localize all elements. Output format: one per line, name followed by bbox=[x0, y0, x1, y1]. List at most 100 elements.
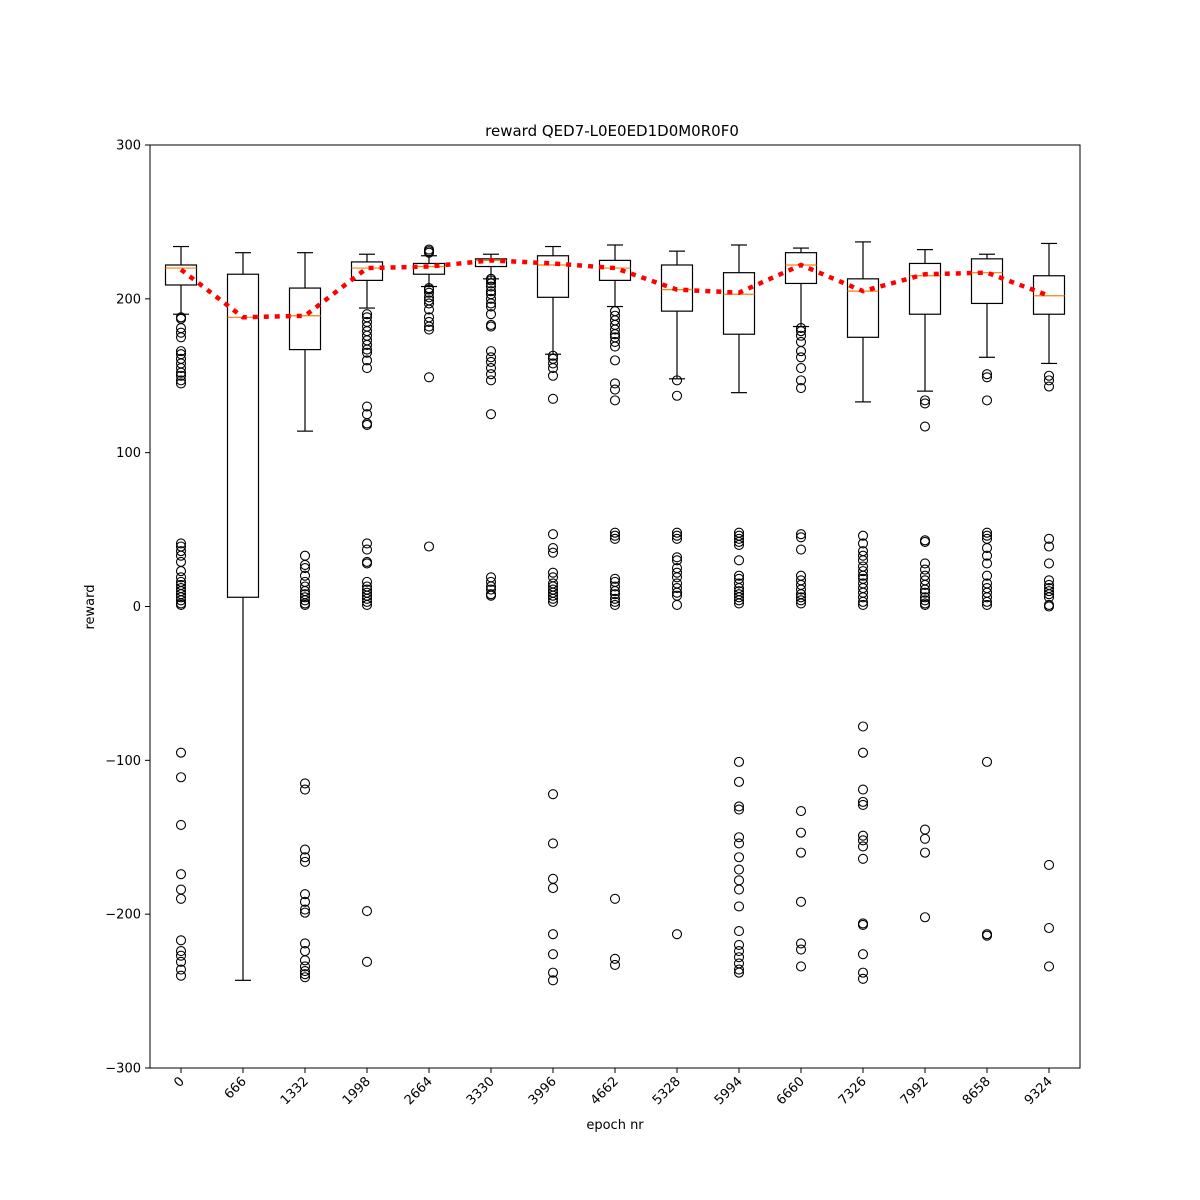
outlier-point bbox=[175, 884, 187, 895]
outlier-point bbox=[1043, 575, 1055, 586]
outlier-point bbox=[795, 330, 807, 341]
outlier-point bbox=[733, 804, 745, 815]
outlier-point bbox=[175, 893, 187, 904]
outlier-point bbox=[795, 336, 807, 347]
x-tick-label: 2664 bbox=[402, 1074, 436, 1108]
outlier-point bbox=[609, 589, 621, 600]
outlier-point bbox=[671, 582, 683, 594]
outlier-point bbox=[175, 572, 187, 583]
outlier-point bbox=[795, 529, 807, 540]
x-tick-label: 0 bbox=[171, 1074, 187, 1090]
mean-line bbox=[179, 258, 1050, 320]
outlier-point bbox=[361, 538, 373, 549]
outlier-point bbox=[299, 907, 311, 918]
outlier-point bbox=[609, 599, 621, 611]
plot-area bbox=[164, 241, 1066, 986]
outlier-point bbox=[361, 339, 373, 351]
box bbox=[350, 261, 384, 281]
box bbox=[1032, 275, 1066, 315]
outlier-point bbox=[299, 599, 311, 611]
box-group bbox=[412, 244, 446, 552]
outlier-point bbox=[733, 926, 745, 937]
outlier-point bbox=[547, 590, 559, 601]
x-tick-label: 9324 bbox=[1022, 1074, 1056, 1108]
outlier-point bbox=[175, 935, 187, 946]
outlier-point bbox=[981, 756, 993, 767]
outlier-point bbox=[547, 547, 559, 558]
outlier-point bbox=[547, 789, 559, 800]
outlier-point bbox=[175, 956, 187, 967]
outlier-point bbox=[361, 544, 373, 555]
outlier-point bbox=[919, 584, 931, 595]
outlier-point bbox=[361, 401, 373, 412]
box-group bbox=[226, 252, 260, 981]
outlier-point bbox=[857, 835, 869, 846]
outlier-point bbox=[361, 576, 373, 587]
box bbox=[660, 264, 694, 312]
x-tick-label: 4662 bbox=[588, 1074, 622, 1108]
outlier-point bbox=[1043, 586, 1055, 597]
outlier-point bbox=[857, 949, 869, 960]
box-group bbox=[784, 247, 818, 972]
x-tick-label: 3996 bbox=[526, 1074, 560, 1108]
outlier-point bbox=[733, 592, 745, 603]
outlier-point bbox=[299, 778, 311, 789]
box-group bbox=[846, 241, 880, 984]
outlier-point bbox=[671, 572, 683, 583]
outlier-point bbox=[981, 930, 993, 941]
box bbox=[908, 262, 942, 315]
outlier-point bbox=[423, 321, 435, 332]
outlier-point bbox=[299, 938, 311, 949]
outlier-point bbox=[485, 278, 497, 289]
y-axis-label: reward bbox=[83, 584, 98, 629]
outlier-point bbox=[733, 555, 745, 566]
y-tick-label: −300 bbox=[105, 1062, 141, 1077]
x-tick-label: 7326 bbox=[836, 1074, 870, 1108]
outlier-point bbox=[299, 784, 311, 795]
outlier-point bbox=[671, 375, 683, 386]
outlier-point bbox=[795, 961, 807, 972]
outlier-point bbox=[485, 281, 497, 292]
outlier-point bbox=[795, 584, 807, 595]
outlier-point bbox=[919, 595, 931, 606]
outlier-point bbox=[423, 372, 435, 383]
outlier-point bbox=[423, 287, 435, 298]
outlier-point bbox=[857, 830, 869, 841]
outlier-point bbox=[1043, 533, 1055, 544]
outlier-point bbox=[795, 806, 807, 817]
y-tick-label: 300 bbox=[116, 139, 141, 154]
outlier-point bbox=[299, 559, 311, 571]
outlier-point bbox=[609, 959, 621, 970]
outlier-point bbox=[361, 344, 373, 355]
outlier-point bbox=[485, 375, 497, 386]
outlier-point bbox=[733, 852, 745, 863]
outlier-point bbox=[919, 599, 931, 611]
outlier-point bbox=[175, 375, 187, 386]
outlier-point bbox=[1043, 961, 1055, 972]
outlier-point bbox=[857, 538, 869, 549]
outlier-point bbox=[857, 799, 869, 810]
outlier-point bbox=[857, 841, 869, 852]
outlier-point bbox=[795, 896, 807, 907]
outlier-point bbox=[547, 358, 559, 369]
outlier-point bbox=[299, 896, 311, 907]
outlier-point bbox=[175, 367, 187, 378]
outlier-point bbox=[795, 598, 807, 609]
y-tick-label: −200 bbox=[105, 908, 141, 923]
outlier-point bbox=[733, 939, 745, 950]
outlier-point bbox=[361, 558, 373, 569]
outlier-point bbox=[795, 323, 807, 334]
outlier-point bbox=[609, 593, 621, 604]
outlier-point bbox=[857, 592, 869, 603]
outlier-point bbox=[299, 966, 311, 977]
outlier-point bbox=[671, 552, 683, 563]
outlier-point bbox=[733, 838, 745, 849]
outlier-point bbox=[299, 592, 311, 603]
outlier-point bbox=[361, 593, 373, 604]
outlier-point bbox=[299, 852, 311, 863]
outlier-point bbox=[175, 550, 187, 561]
outlier-point bbox=[609, 336, 621, 347]
outlier-point bbox=[547, 882, 559, 894]
outlier-point bbox=[485, 356, 497, 367]
